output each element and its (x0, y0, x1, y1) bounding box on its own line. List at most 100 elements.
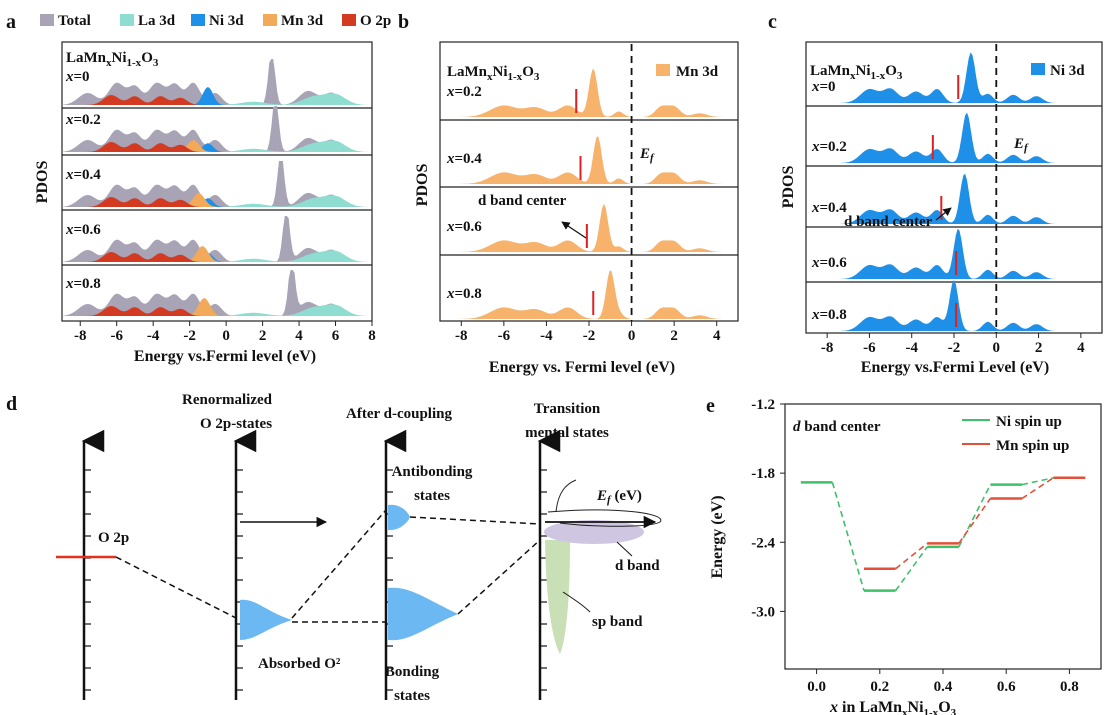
dashed-connector-1 (115, 556, 237, 619)
legend-swatch-ni (1031, 63, 1045, 75)
panel-c: c x=0x=0.2x=0.4x=0.6x=0.8 LaMnxNi1-xO3 N… (768, 11, 1103, 376)
pdos-area (440, 270, 738, 319)
legend-label-ni: Ni 3d (1050, 63, 1085, 79)
row-label: x=0.2 (811, 139, 847, 155)
y-tick-label: -3.0 (751, 604, 775, 620)
x-tick-label: -2 (183, 328, 196, 344)
x-tick-label: 0 (628, 328, 636, 344)
la-3d-area (62, 195, 372, 207)
connector-mn (895, 542, 928, 570)
pdos-rows-c: x=0 x=0.2 x=0.4 x=0.6 x=0.8 (806, 44, 1102, 333)
panel-a: a Total La 3d Ni 3d Mn 3d O 2p x=0 x=0.2 x=0.4… (6, 11, 391, 365)
row-label: x=0.4 (446, 151, 482, 167)
x-tick-label: 4 (295, 328, 303, 344)
y-tick-label: -1.2 (751, 397, 775, 413)
legend-label-mn: Mn 3d (676, 64, 719, 80)
row-label: x=0.2 (446, 84, 482, 100)
x-tick-label: -6 (498, 328, 511, 344)
connector-ni (1021, 476, 1054, 486)
x-tick-label: 6 (332, 328, 340, 344)
connector-ni (831, 482, 865, 591)
sp-band-shape (545, 540, 570, 654)
row-label-a: x=0.4 (65, 167, 101, 183)
x-axis-label-c: Energy vs.Fermi Level (eV) (861, 359, 1049, 376)
row-label-a: x=0 (65, 69, 90, 85)
bonding-shape (388, 587, 458, 641)
legend-swatch (263, 14, 277, 26)
x-tick-label: 0.0 (807, 679, 826, 695)
legend-label: Ni 3d (209, 13, 244, 29)
y-ticks-e: -1.2 -1.8 -2.4 -3.0 (751, 397, 785, 620)
x-tick-label: -6 (110, 328, 123, 344)
panel-label-c: c (768, 11, 777, 33)
legend-a: Total La 3d Ni 3d Mn 3d O 2p (40, 13, 391, 29)
la-3d-area (62, 304, 372, 316)
bonding-label-2: states (394, 688, 430, 704)
row-label-a: x=0.6 (65, 222, 101, 238)
x-tick-label: -6 (863, 340, 876, 356)
transition-label-2: mental states (525, 425, 609, 441)
dashed-connector-5 (457, 539, 541, 615)
renormalized-label-1: Renormalized (182, 392, 273, 408)
connector-mn (1021, 477, 1055, 500)
panel-b: b x=0.2 x=0.4 x=0.6 x=0.8 LaMnxNi1-xO3 Mn 3… (398, 11, 739, 376)
connector-ni (894, 546, 928, 592)
legend-label: Total (58, 13, 91, 29)
plot-frame-a (61, 41, 373, 322)
x-tick-label: -8 (821, 340, 834, 356)
annotation-arrow-b (561, 221, 587, 239)
annotation-b: d band center (478, 193, 567, 209)
ni-3d-area (62, 87, 372, 105)
row-label: x=0.6 (446, 219, 482, 235)
panel-label-e: e (706, 395, 715, 417)
antibonding-label-2: states (414, 488, 450, 504)
d-band-label: d band (615, 558, 660, 574)
ef-label-d: Ef (eV) (596, 488, 642, 506)
row-label-a: x=0.8 (65, 276, 101, 292)
d-band-shape (544, 520, 644, 544)
x-tick-label: 2 (1035, 340, 1043, 356)
y-tick-label: -1.8 (751, 466, 775, 482)
x-tick-label: 0.2 (870, 679, 889, 695)
x-tick-label: -8 (455, 328, 468, 344)
ef-pointer (555, 479, 577, 513)
panel-e: e -1.2 -1.8 -2.4 -3.0 0.0 0.2 0.4 0.6 0.8 d ban… (706, 395, 1102, 715)
x-tick-label: 4 (713, 328, 721, 344)
o-2p-area (62, 142, 372, 152)
y-axis-label-a: PDOS (34, 161, 51, 204)
pdos-area (806, 112, 1102, 163)
pdos-area (440, 203, 738, 252)
panel-d: d O 2p Renormalized O 2p-states Absorbed… (6, 392, 662, 704)
pdos-area (440, 68, 738, 117)
fermi-label-b: Ef (639, 146, 655, 164)
annotation-c: d band center (844, 214, 933, 230)
panel-label-a: a (6, 11, 16, 33)
row-label: x=0.8 (446, 286, 482, 302)
row-label-a: x=0.2 (65, 112, 101, 128)
x-tick-label: -4 (147, 328, 160, 344)
x-axis-label-e: x in LaMnxNi1-xO3 (829, 699, 957, 715)
series-lines-e (800, 476, 1086, 592)
row-label: x=0.4 (811, 200, 847, 216)
dashed-connector-3 (291, 509, 387, 619)
absorbed-label: Absorbed O² (258, 656, 341, 672)
x-ticks-a: -8 -6 -4 -2 0 2 4 6 8 (74, 321, 376, 344)
x-tick-label: -2 (948, 340, 961, 356)
legend-label: O 2p (360, 13, 391, 29)
o-2p-area (62, 95, 372, 105)
renormalized-label-2: O 2p-states (200, 416, 272, 432)
x-tick-label: 4 (1077, 340, 1085, 356)
antibonding-label-1: Antibonding (392, 464, 473, 480)
formula-a: LaMnxNi1-xO3 (66, 50, 159, 69)
bonding-label-1: Bonding (385, 664, 440, 680)
x-ticks-c: -8 -6 -4 -2 0 2 4 (821, 333, 1085, 356)
total-dos-area (62, 59, 372, 105)
row-label: x=0 (811, 79, 836, 95)
legend-swatch-mn (656, 64, 670, 76)
row-label: x=0.8 (811, 307, 847, 323)
legend-label: Ni spin up (996, 414, 1062, 430)
formula-b: LaMnxNi1-xO3 (447, 64, 540, 83)
sp-band-pointer (562, 591, 591, 613)
la-3d-area (62, 93, 372, 105)
